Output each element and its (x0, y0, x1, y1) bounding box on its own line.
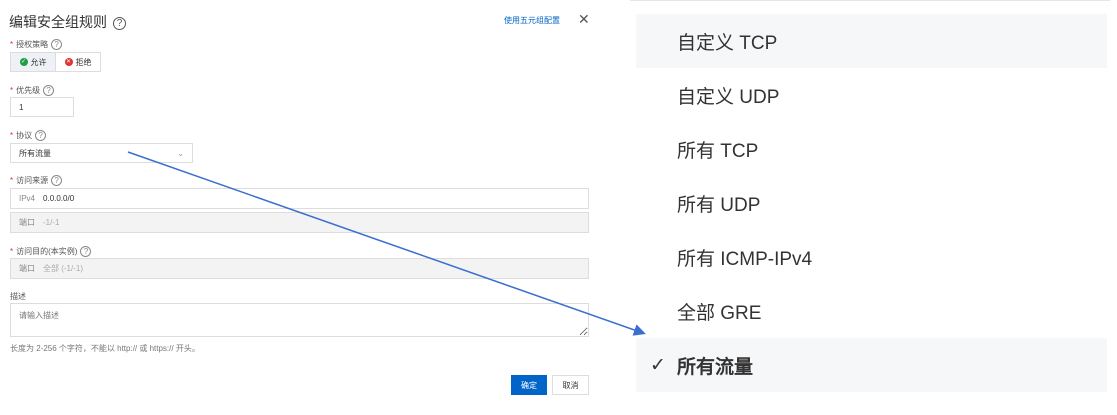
close-icon[interactable]: ✕ (578, 11, 590, 27)
option-all-icmp[interactable]: 所有 ICMP-IPv4 (677, 248, 813, 270)
help-icon[interactable]: ? (43, 85, 55, 97)
chevron-down-icon: ⌄ (177, 148, 184, 158)
policy-allow[interactable]: ✓ 允许 (11, 53, 56, 71)
policy-label: * 授权策略? (10, 39, 63, 51)
port-value: -1/-1 (43, 218, 60, 227)
help-icon[interactable]: ? (51, 175, 63, 187)
title-text: 编辑安全组规则 (9, 14, 107, 30)
help-icon[interactable]: ? (80, 246, 92, 258)
source-ip-input[interactable]: IPv4 0.0.0.0/0 (10, 188, 589, 209)
dialog-title: 编辑安全组规则? (9, 12, 126, 32)
source-label: * 访问来源? (10, 175, 63, 187)
source-label-text: 访问来源 (16, 176, 49, 185)
dest-label: * 访问目的(本实例)? (10, 246, 92, 258)
protocol-value: 所有流量 (19, 148, 51, 158)
option-all-udp[interactable]: 所有 UDP (677, 194, 761, 216)
help-icon[interactable]: ? (51, 39, 63, 51)
ip-value: 0.0.0.0/0 (43, 194, 75, 203)
port-prefix: 端口 (19, 264, 35, 273)
arrow-line (127, 151, 646, 336)
dest-label-text: 访问目的(本实例) (16, 247, 78, 256)
option-custom-tcp[interactable]: 自定义 TCP (636, 14, 1107, 68)
ip-prefix: IPv4 (19, 194, 36, 203)
port-prefix: 端口 (19, 218, 35, 227)
option-label: 所有流量 (677, 356, 754, 378)
option-custom-udp[interactable]: 自定义 UDP (677, 86, 780, 108)
desc-textarea[interactable] (10, 303, 589, 337)
check-circle-icon: ✓ (19, 58, 28, 66)
protocol-label-text: 协议 (16, 131, 33, 140)
policy-segment: ✓ 允许 ✕ 拒绝 (10, 52, 101, 72)
protocol-dropdown: 自定义 TCP 自定义 UDP 所有 TCP 所有 UDP 所有 ICMP-IP… (636, 14, 1107, 392)
help-icon[interactable]: ? (35, 130, 47, 142)
desc-label: 描述 (10, 292, 26, 301)
priority-input[interactable]: 1 (10, 97, 74, 117)
help-icon[interactable]: ? (113, 16, 126, 30)
option-all-gre[interactable]: 全部 GRE (677, 302, 762, 324)
port-value: 全部 (-1/-1) (43, 264, 83, 273)
allow-text: 允许 (30, 57, 47, 67)
protocol-label: * 协议? (10, 130, 47, 142)
desc-hint: 长度为 2-256 个字符，不能以 http:// 或 https:// 开头。 (10, 344, 200, 353)
priority-label-text: 优先级 (16, 86, 41, 95)
deny-text: 拒绝 (75, 57, 92, 67)
priority-label: * 优先级? (10, 85, 55, 97)
ok-button[interactable]: 确定 (511, 375, 547, 395)
policy-deny[interactable]: ✕ 拒绝 (56, 53, 100, 71)
cancel-button[interactable]: 取消 (552, 375, 589, 395)
x-circle-icon: ✕ (64, 58, 73, 66)
option-all-tcp[interactable]: 所有 TCP (677, 140, 759, 162)
five-tuple-link[interactable]: 使用五元组配置 (504, 16, 560, 25)
option-all-traffic[interactable]: ✓ 所有流量 (636, 338, 1107, 392)
policy-label-text: 授权策略 (16, 40, 49, 49)
dropdown-divider (630, 0, 1110, 1)
check-icon: ✓ (650, 354, 666, 376)
